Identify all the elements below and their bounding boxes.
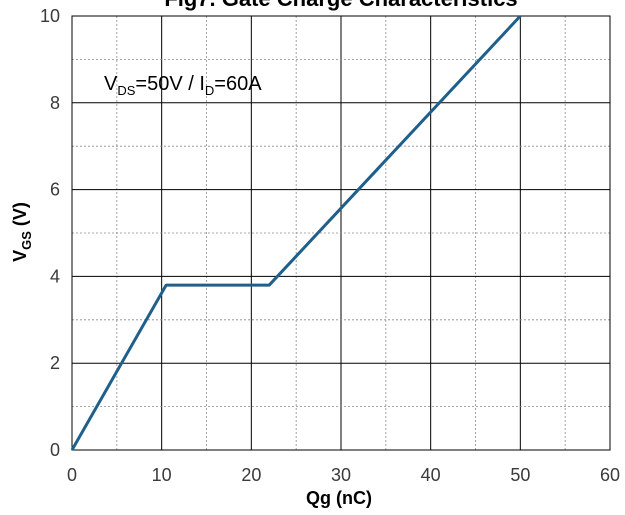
x-tick-label: 40: [421, 465, 441, 485]
x-axis-label: Qg (nC): [306, 488, 372, 508]
x-tick-label: 30: [331, 465, 351, 485]
annotation-part-2: =50V / I: [135, 73, 205, 95]
chart-title: Fig7. Gate Charge Characteristics: [164, 0, 517, 11]
annotation: VDS=50V / ID=60A: [104, 73, 262, 98]
x-tick-label: 10: [152, 465, 172, 485]
annotation-sub-1: DS: [117, 83, 135, 98]
y-tick-label: 6: [50, 180, 60, 200]
grid: [72, 16, 610, 450]
y-tick-label: 2: [50, 353, 60, 373]
series-line-1: [70, 14, 522, 451]
y-axis-label-unit: (V): [10, 202, 30, 231]
y-tick-label: 0: [50, 440, 60, 460]
x-tick-label: 50: [510, 465, 530, 485]
plot-frame: [71, 15, 611, 451]
x-tick-label: 0: [67, 465, 77, 485]
y-tick-label: 10: [40, 6, 60, 26]
tick-labels: 0 10 20 30 40 50 60 0 2 4 6 8 10: [40, 6, 620, 485]
annotation-sub-2: D: [205, 83, 214, 98]
x-tick-label: 60: [600, 465, 620, 485]
series-layer: [70, 14, 522, 451]
x-tick-label: 20: [241, 465, 261, 485]
annotation-part-3: =60A: [214, 73, 262, 95]
y-tick-label: 8: [50, 93, 60, 113]
y-tick-label: 4: [50, 266, 60, 286]
y-axis-label-sub: GS: [19, 231, 34, 250]
y-axis-label: VGS (V): [10, 202, 34, 262]
annotation-part-1: V: [104, 73, 118, 95]
y-axis-label-base: V: [10, 250, 30, 262]
